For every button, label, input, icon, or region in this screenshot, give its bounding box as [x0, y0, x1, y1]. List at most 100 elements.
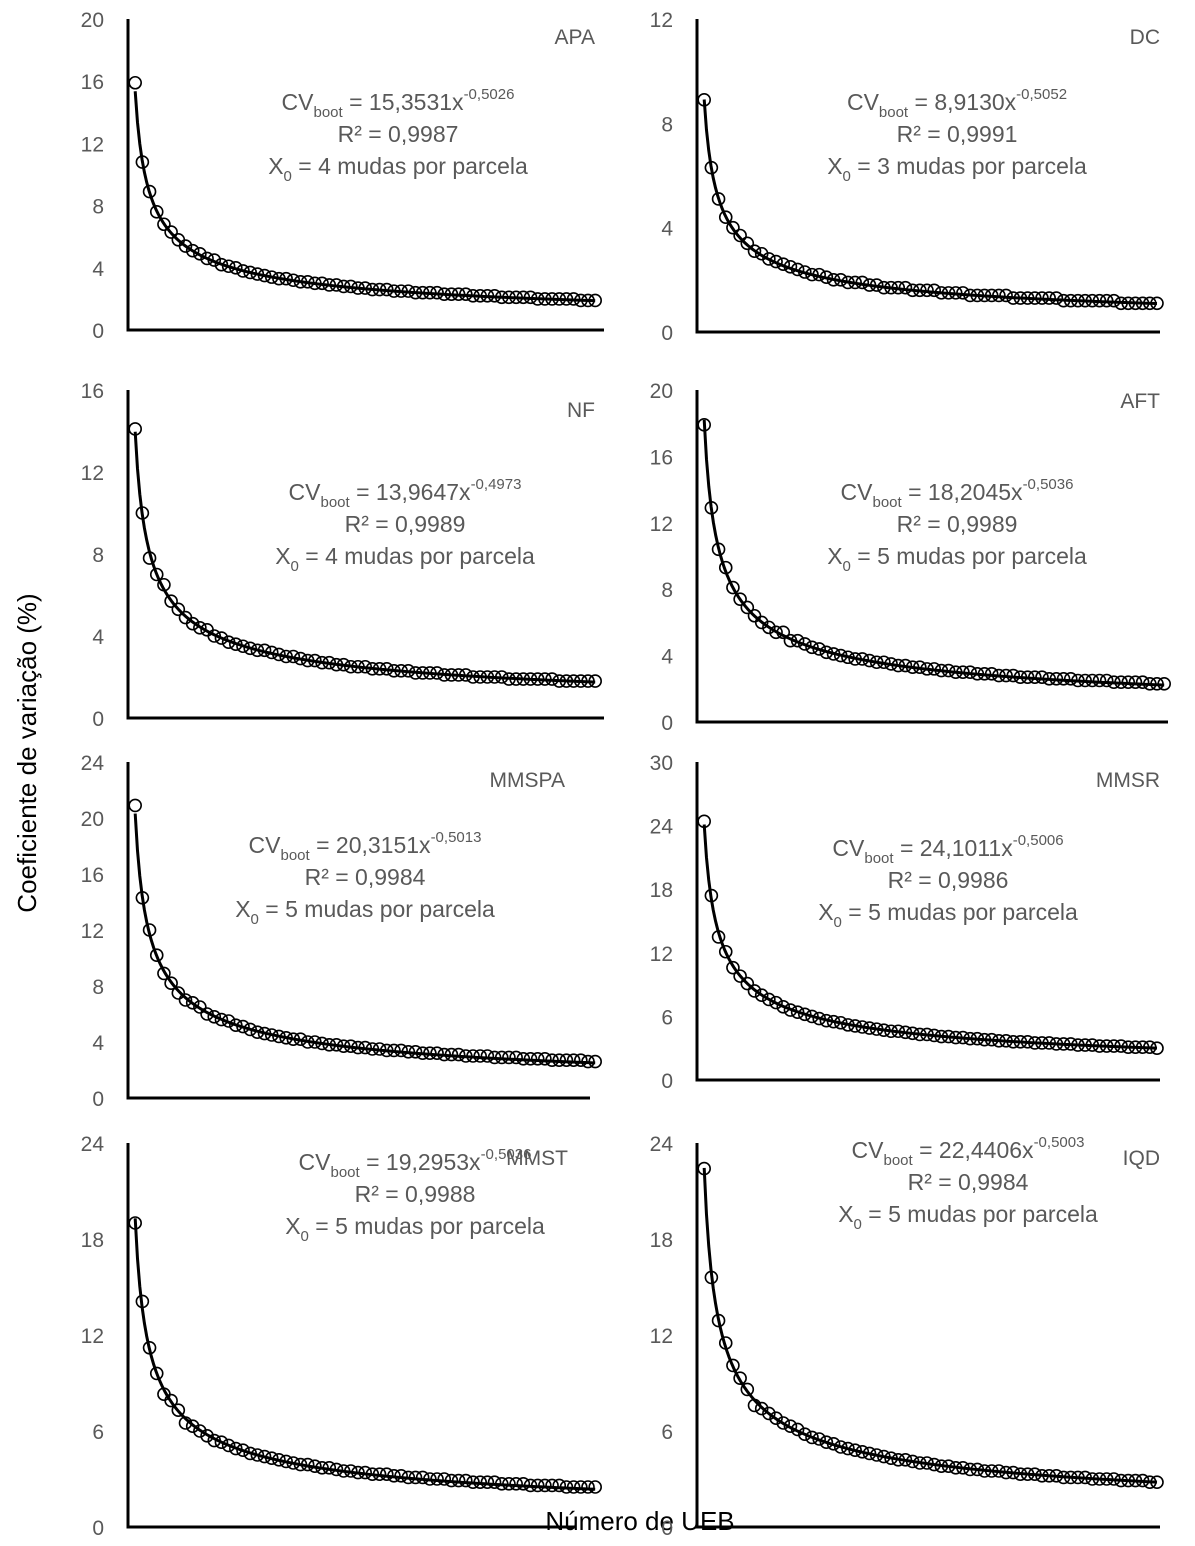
y-tick-label: 18 [650, 879, 673, 902]
data-point [308, 1459, 322, 1473]
data-point [552, 292, 567, 306]
data-point [545, 672, 559, 686]
data-point [718, 944, 733, 959]
data-point [164, 225, 178, 239]
y-tick-label: 0 [92, 1088, 104, 1111]
data-point [336, 657, 351, 672]
data-point [401, 1470, 416, 1485]
data-point [711, 542, 726, 557]
data-point [559, 674, 574, 688]
data-point [841, 275, 855, 290]
data-point [437, 287, 452, 302]
data-point [272, 1453, 286, 1467]
regression-equation: CVboot = 19,2953x-0,5036 [299, 1146, 532, 1181]
optimal-plot-size: X0 = 4 mudas por parcela [275, 543, 535, 575]
data-point [733, 1371, 747, 1385]
data-point [898, 1453, 913, 1467]
data-point [149, 205, 164, 219]
data-point [466, 288, 480, 303]
data-point [891, 280, 906, 295]
data-point [581, 1480, 595, 1494]
data-point [948, 286, 963, 300]
data-point [956, 1030, 970, 1045]
r-squared: R² = 0,9989 [345, 511, 466, 537]
data-point [1128, 296, 1143, 311]
data-point [726, 1358, 740, 1373]
data-point [394, 1469, 408, 1483]
data-point [185, 243, 200, 258]
data-point [718, 210, 733, 225]
data-point [502, 290, 516, 305]
data-point [300, 653, 315, 668]
regression-equation: CVboot = 15,3531x-0,5026 [282, 86, 515, 121]
data-point [193, 1424, 207, 1438]
data-point [877, 655, 891, 670]
data-point [1013, 1035, 1028, 1049]
data-point [1085, 293, 1100, 308]
data-point [257, 1449, 272, 1464]
data-point [322, 1461, 337, 1475]
data-point [322, 655, 337, 670]
data-point [164, 1393, 178, 1408]
data-point [805, 640, 819, 655]
data-point [466, 1475, 480, 1489]
data-point [948, 1461, 963, 1475]
data-point [855, 652, 870, 666]
data-point [783, 1419, 798, 1433]
data-point [444, 668, 459, 682]
data-point [970, 288, 985, 303]
data-point [977, 1464, 992, 1478]
y-tick-label: 0 [661, 1517, 673, 1540]
data-point [394, 1043, 408, 1058]
data-point [171, 986, 186, 1000]
y-tick-label: 12 [81, 920, 104, 943]
regression-equation: CVboot = 24,1011x-0,5006 [832, 832, 1063, 867]
data-point [1078, 673, 1092, 688]
data-point [1042, 1036, 1056, 1050]
r-squared: R² = 0,9989 [897, 511, 1018, 537]
data-point [257, 268, 272, 283]
data-point [970, 1462, 985, 1477]
data-point [243, 641, 257, 656]
optimal-plot-size: X0 = 3 mudas por parcela [827, 153, 1087, 185]
data-point [430, 666, 444, 680]
data-point [559, 1480, 574, 1494]
data-point [812, 642, 826, 656]
data-point [855, 1445, 870, 1459]
data-point [588, 1054, 602, 1069]
data-point [207, 629, 222, 643]
data-point [740, 976, 755, 991]
data-point [193, 247, 207, 261]
data-point [236, 639, 250, 654]
x-axis-title: Número de UEB [545, 1506, 734, 1536]
data-point [841, 1441, 855, 1456]
data-point [588, 293, 602, 308]
data-point [941, 1029, 956, 1044]
data-point [984, 1464, 999, 1478]
data-point [841, 1018, 855, 1032]
y-tick-label: 6 [661, 1006, 673, 1029]
data-point [157, 217, 171, 232]
data-point [726, 960, 740, 975]
panel-title: MMST [506, 1147, 568, 1170]
regression-equation: CVboot = 13,9647x-0,4973 [289, 476, 522, 511]
data-point [826, 273, 841, 287]
data-point [538, 672, 552, 686]
data-point [329, 1462, 344, 1477]
data-point [437, 668, 452, 682]
panel-title: DC [1130, 26, 1160, 49]
trend-line [133, 1218, 596, 1491]
data-point [733, 228, 747, 243]
data-point [516, 1477, 531, 1491]
data-point [1135, 296, 1150, 311]
data-point [315, 1461, 329, 1475]
trend-line [702, 824, 1158, 1050]
data-point [869, 1022, 884, 1036]
data-point [1063, 293, 1078, 308]
optimal-plot-size: X0 = 4 mudas por parcela [268, 153, 528, 185]
data-point [394, 664, 408, 678]
y-tick-label: 0 [92, 708, 104, 731]
data-point [913, 1456, 927, 1470]
data-point [1013, 670, 1028, 684]
